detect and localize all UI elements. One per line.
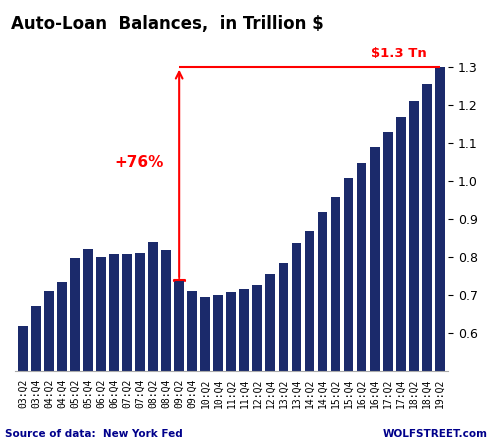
Bar [409,101,419,441]
Bar [357,163,366,441]
Bar [122,254,132,441]
Bar [161,250,171,441]
Bar [370,147,380,441]
Bar [57,282,67,441]
Bar [109,254,119,441]
Bar [422,84,432,441]
Bar [187,292,197,441]
Bar [226,292,236,441]
Bar [175,280,184,441]
Bar [305,231,315,441]
Bar [396,117,406,441]
Bar [135,253,145,441]
Bar [331,197,340,441]
Bar [383,132,392,441]
Bar [291,243,301,441]
Text: $1.3 Tn: $1.3 Tn [371,47,427,60]
Text: +76%: +76% [114,155,164,170]
Bar [83,249,93,441]
Text: WOLFSTREET.com: WOLFSTREET.com [383,429,488,439]
Bar [70,258,80,441]
Bar [279,263,288,441]
Text: Source of data:  New York Fed: Source of data: New York Fed [5,429,183,439]
Bar [266,274,275,441]
Bar [148,242,158,441]
Bar [44,291,54,441]
Bar [344,178,353,441]
Text: Auto-Loan  Balances,  in Trillion $: Auto-Loan Balances, in Trillion $ [11,15,323,33]
Bar [213,295,223,441]
Bar [200,297,210,441]
Bar [240,289,249,441]
Bar [317,212,327,441]
Bar [96,257,106,441]
Bar [252,284,262,441]
Bar [18,326,28,441]
Bar [435,67,445,441]
Bar [31,306,41,441]
